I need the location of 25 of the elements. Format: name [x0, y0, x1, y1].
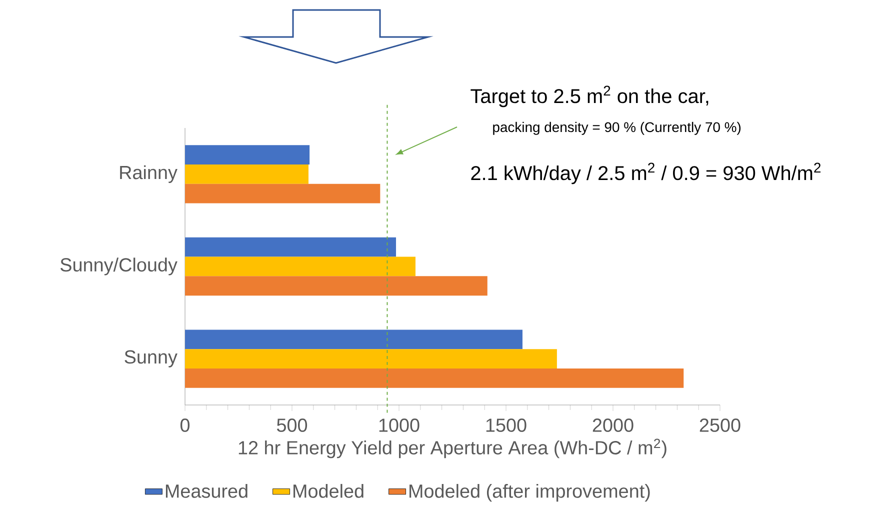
x-tick-label: 0	[180, 418, 190, 432]
y-tick-label: Rainny	[120, 165, 178, 183]
annotation: packing density = 90 % (Currently 70 %)	[493, 122, 741, 135]
text: Target to 2.5 m$^{2}$ on the car,	[470, 86, 708, 108]
legend-label: Measured	[166, 484, 248, 498]
bar	[185, 330, 522, 350]
annotation: 2.1 kWh/day / 2.5 m$^{2}$ / 0.9 = 930 Wh/m$^{2}$	[471, 162, 821, 184]
bar	[185, 368, 684, 388]
bar	[185, 184, 380, 204]
bar	[185, 237, 396, 257]
x-tick-label: 1000	[379, 418, 420, 432]
x-tick-label: 1500	[486, 418, 526, 432]
x-tick-label: 2500	[700, 418, 740, 432]
legend-label: Modeled (after improvement)	[410, 484, 650, 502]
bar	[185, 276, 488, 296]
y-tick-label: Sunny	[124, 350, 178, 368]
bar	[185, 256, 416, 276]
bar	[185, 145, 310, 164]
x-axis-title: 12 hr Energy Yield per Aperture Area (Wh-DC / m$^{2}$)	[238, 438, 666, 458]
x-tick-label: 500	[276, 418, 308, 432]
x-tick-label: 2000	[592, 418, 634, 432]
bar	[185, 164, 308, 184]
y-tick-label: Sunny/Cloudy	[60, 258, 178, 276]
legend-label: Modeled	[294, 484, 364, 498]
bar	[185, 349, 557, 369]
